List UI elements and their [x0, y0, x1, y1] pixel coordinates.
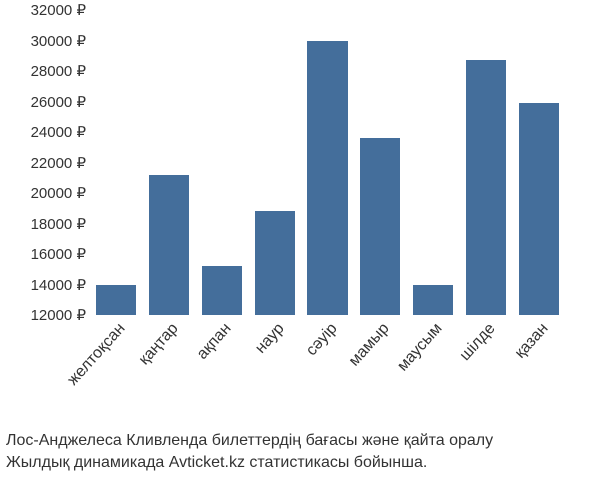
caption-line-1: Лос-Анджелеса Кливленда билеттердің баға…: [6, 430, 594, 452]
bar: [360, 138, 400, 315]
bar-slot: [90, 10, 143, 315]
y-tick-label: 26000 ₽: [0, 93, 86, 111]
bar-slot: [407, 10, 460, 315]
x-tick-label: ақпан: [194, 320, 236, 363]
x-slot: қаңтар: [143, 320, 196, 430]
x-tick-label: шілде: [456, 320, 499, 365]
x-tick-label: мамыр: [346, 320, 394, 370]
x-slot: сәуір: [301, 320, 354, 430]
y-tick-label: 30000 ₽: [0, 32, 86, 50]
caption-line-2: Жылдық динамикада Avticket.kz статистика…: [6, 452, 594, 474]
bar-slot: [354, 10, 407, 315]
x-tick-label: сәуір: [303, 320, 341, 360]
x-slot: мамыр: [354, 320, 407, 430]
bar-slot: [459, 10, 512, 315]
y-tick-label: 16000 ₽: [0, 245, 86, 263]
x-tick-label: қазан: [511, 320, 552, 362]
bar-slot: [196, 10, 249, 315]
bar: [466, 60, 506, 315]
bar: [413, 285, 453, 316]
x-slot: шілде: [459, 320, 512, 430]
bar-slot: [248, 10, 301, 315]
bar-group: [90, 10, 565, 315]
bar-slot: [512, 10, 565, 315]
x-tick-label: наур: [252, 320, 288, 358]
bar: [202, 266, 242, 315]
bar: [519, 103, 559, 315]
bar-slot: [301, 10, 354, 315]
y-tick-label: 12000 ₽: [0, 306, 86, 324]
price-chart: 12000 ₽ 14000 ₽ 16000 ₽ 18000 ₽ 20000 ₽ 22000…: [0, 0, 600, 500]
y-tick-label: 22000 ₽: [0, 154, 86, 172]
chart-caption: Лос-Анджелеса Кливленда билеттердің баға…: [0, 430, 600, 475]
bar: [96, 285, 136, 316]
x-slot: маусым: [407, 320, 460, 430]
bar-slot: [143, 10, 196, 315]
bar: [149, 175, 189, 315]
x-slot: наур: [248, 320, 301, 430]
plot-area: [90, 10, 565, 315]
y-tick-label: 20000 ₽: [0, 184, 86, 202]
y-tick-label: 18000 ₽: [0, 215, 86, 233]
x-slot: қазан: [512, 320, 565, 430]
bar: [255, 211, 295, 315]
x-slot: ақпан: [196, 320, 249, 430]
y-tick-label: 28000 ₽: [0, 62, 86, 80]
x-axis-labels: желтоқсанқаңтарақпаннаурсәуірмамырмаусым…: [90, 320, 565, 430]
bar: [307, 41, 347, 316]
x-slot: желтоқсан: [90, 320, 143, 430]
y-tick-label: 32000 ₽: [0, 1, 86, 19]
x-tick-label: қаңтар: [136, 320, 183, 369]
x-tick-label: желтоқсан: [65, 320, 130, 389]
y-tick-label: 14000 ₽: [0, 276, 86, 294]
y-tick-label: 24000 ₽: [0, 123, 86, 141]
